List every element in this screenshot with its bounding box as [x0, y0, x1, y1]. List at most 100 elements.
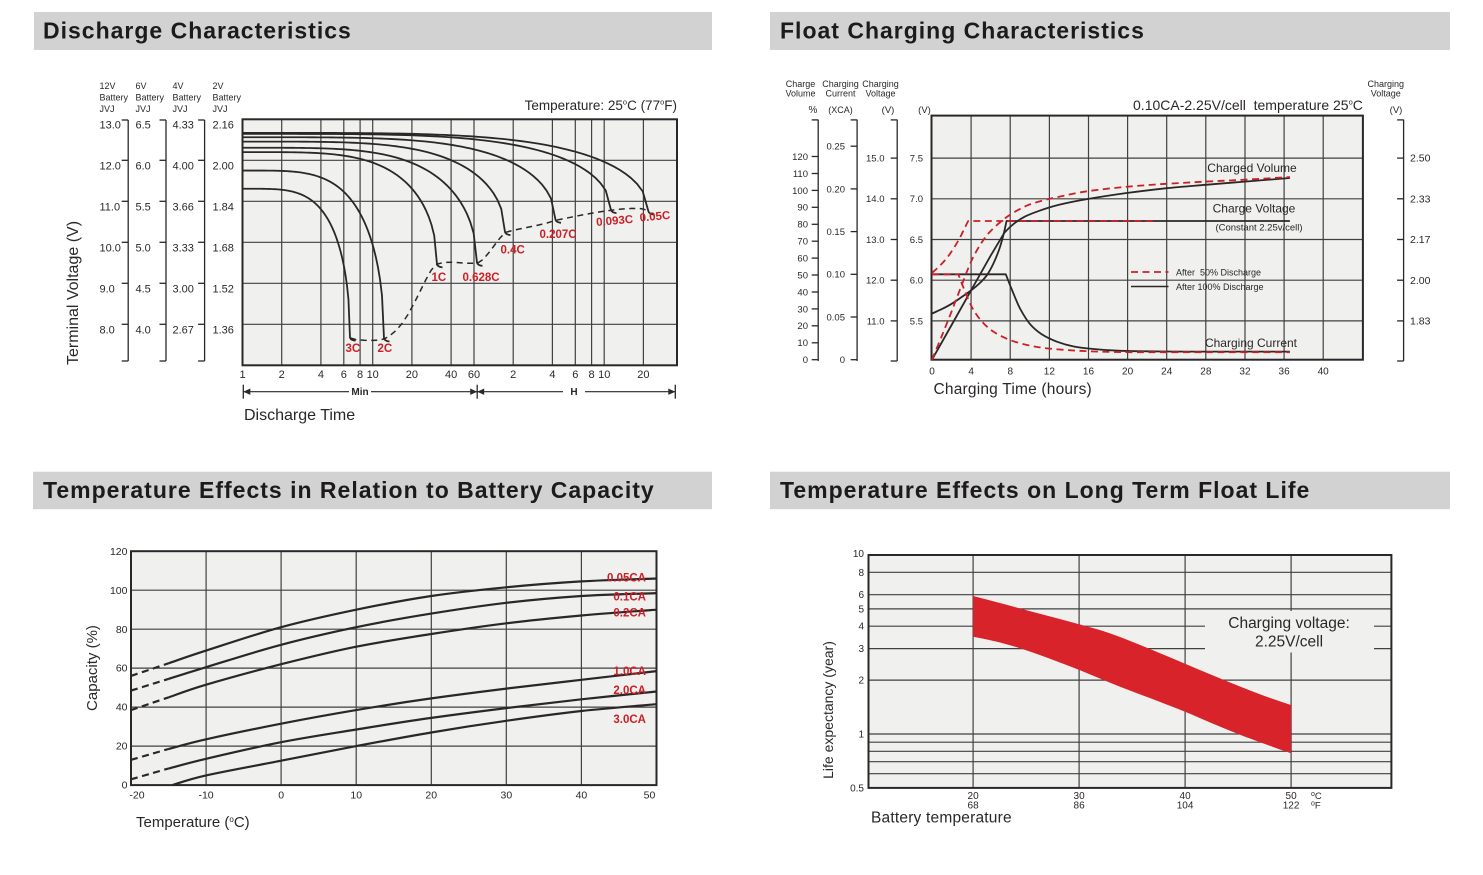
svg-text:2V: 2V — [213, 81, 224, 91]
svg-text:12.0: 12.0 — [866, 276, 885, 287]
svg-text:20: 20 — [425, 790, 437, 802]
svg-text:40: 40 — [445, 369, 457, 381]
svg-text:0.2CA: 0.2CA — [613, 608, 646, 620]
svg-text:4V: 4V — [173, 81, 184, 91]
svg-text:2.17: 2.17 — [1410, 234, 1431, 246]
svg-text:6.0: 6.0 — [136, 161, 151, 173]
svg-text:Temperature Effects in Relatio: Temperature Effects in Relation to Batte… — [43, 477, 655, 503]
svg-text:3.66: 3.66 — [173, 202, 194, 214]
svg-text:40: 40 — [576, 790, 588, 802]
svg-text:4.00: 4.00 — [173, 161, 194, 173]
svg-text:Temperature (oC): Temperature (oC) — [136, 814, 250, 831]
svg-text:40: 40 — [1180, 791, 1192, 802]
svg-text:8: 8 — [589, 369, 595, 381]
svg-text:10: 10 — [350, 790, 362, 802]
svg-text:12: 12 — [1044, 367, 1056, 378]
svg-text:30: 30 — [797, 304, 808, 315]
svg-text:6V: 6V — [136, 81, 147, 91]
svg-text:3.33: 3.33 — [173, 243, 194, 255]
svg-text:2: 2 — [510, 369, 516, 381]
svg-text:5: 5 — [858, 604, 864, 615]
svg-text:JVJ: JVJ — [213, 104, 228, 114]
svg-text:10: 10 — [598, 369, 610, 381]
svg-text:30: 30 — [1074, 791, 1086, 802]
svg-text:20: 20 — [797, 321, 808, 332]
svg-text:1C: 1C — [432, 272, 447, 284]
svg-text:122: 122 — [1283, 801, 1300, 812]
svg-text:After 100% Discharge: After 100% Discharge — [1176, 282, 1264, 292]
svg-text:120: 120 — [792, 152, 808, 163]
svg-text:1: 1 — [239, 369, 245, 381]
svg-text:2.25V/cell: 2.25V/cell — [1255, 634, 1323, 651]
svg-text:2: 2 — [279, 369, 285, 381]
svg-text:Battery: Battery — [100, 93, 129, 103]
svg-text:11.0: 11.0 — [100, 202, 121, 214]
svg-text:Terminal Voltage (V): Terminal Voltage (V) — [65, 221, 82, 365]
svg-text:110: 110 — [793, 169, 808, 180]
svg-text:0.05CA: 0.05CA — [607, 573, 646, 585]
svg-text:0.207C: 0.207C — [540, 229, 577, 241]
svg-text:2C: 2C — [378, 343, 393, 355]
svg-text:3.00: 3.00 — [173, 284, 194, 296]
svg-text:2: 2 — [858, 676, 864, 687]
svg-text:14.0: 14.0 — [866, 194, 885, 205]
svg-text:(V): (V) — [918, 105, 931, 116]
svg-text:60: 60 — [797, 254, 808, 265]
svg-text:Charging Current: Charging Current — [1205, 336, 1298, 350]
svg-text:70: 70 — [797, 237, 808, 248]
svg-text:0.05: 0.05 — [827, 312, 846, 323]
svg-text:5.5: 5.5 — [136, 202, 151, 214]
svg-text:0.15: 0.15 — [827, 227, 846, 238]
svg-text:24: 24 — [1161, 367, 1173, 378]
svg-text:Current: Current — [825, 89, 856, 99]
svg-text:1.0CA: 1.0CA — [613, 666, 646, 678]
svg-text:-20: -20 — [129, 790, 144, 802]
svg-text:0.628C: 0.628C — [463, 272, 500, 284]
svg-text:3C: 3C — [346, 343, 361, 355]
svg-text:Charging: Charging — [862, 79, 899, 89]
svg-text:oC: oC — [1311, 791, 1322, 802]
svg-text:20: 20 — [406, 369, 418, 381]
svg-text:0.25: 0.25 — [827, 142, 846, 153]
svg-text:100: 100 — [792, 186, 808, 197]
svg-text:JVJ: JVJ — [173, 104, 188, 114]
svg-text:13.0: 13.0 — [866, 235, 885, 246]
svg-text:Capacity (%): Capacity (%) — [84, 625, 101, 711]
svg-text:9.0: 9.0 — [100, 284, 115, 296]
svg-text:6: 6 — [572, 369, 578, 381]
svg-text:86: 86 — [1074, 801, 1086, 812]
svg-text:50: 50 — [1286, 791, 1298, 802]
svg-text:13.0: 13.0 — [100, 120, 121, 132]
svg-text:After 50% Discharge: After 50% Discharge — [1176, 268, 1261, 278]
svg-text:40: 40 — [116, 702, 128, 714]
svg-text:8: 8 — [1007, 367, 1013, 378]
svg-text:10: 10 — [853, 549, 865, 560]
svg-text:4.0: 4.0 — [136, 325, 151, 337]
svg-text:7.5: 7.5 — [910, 154, 923, 165]
svg-text:4: 4 — [968, 367, 974, 378]
svg-text:1.36: 1.36 — [213, 325, 234, 337]
svg-text:20: 20 — [637, 369, 649, 381]
svg-text:104: 104 — [1177, 801, 1194, 812]
svg-text:1.52: 1.52 — [213, 284, 234, 296]
svg-text:1.83: 1.83 — [1410, 316, 1431, 328]
svg-text:(Constant 2.25v/cell): (Constant 2.25v/cell) — [1215, 223, 1302, 234]
svg-text:68: 68 — [968, 801, 980, 812]
svg-text:11.0: 11.0 — [867, 316, 885, 327]
svg-text:0.20: 0.20 — [827, 184, 846, 195]
svg-text:80: 80 — [116, 624, 128, 636]
svg-text:0: 0 — [278, 790, 284, 802]
svg-text:Temperature: 25oC (77oF): Temperature: 25oC (77oF) — [525, 98, 677, 114]
svg-text:16: 16 — [1083, 367, 1095, 378]
svg-text:2.67: 2.67 — [173, 325, 194, 337]
svg-text:90: 90 — [797, 203, 808, 214]
svg-text:20: 20 — [1122, 367, 1134, 378]
svg-text:0.4C: 0.4C — [501, 245, 525, 257]
svg-text:0: 0 — [929, 367, 935, 378]
svg-text:0.1CA: 0.1CA — [613, 592, 646, 604]
svg-text:8.0: 8.0 — [100, 325, 115, 337]
svg-text:12.0: 12.0 — [100, 161, 121, 173]
svg-text:Battery: Battery — [213, 93, 242, 103]
svg-text:60: 60 — [468, 369, 480, 381]
svg-text:Battery temperature: Battery temperature — [871, 810, 1012, 827]
